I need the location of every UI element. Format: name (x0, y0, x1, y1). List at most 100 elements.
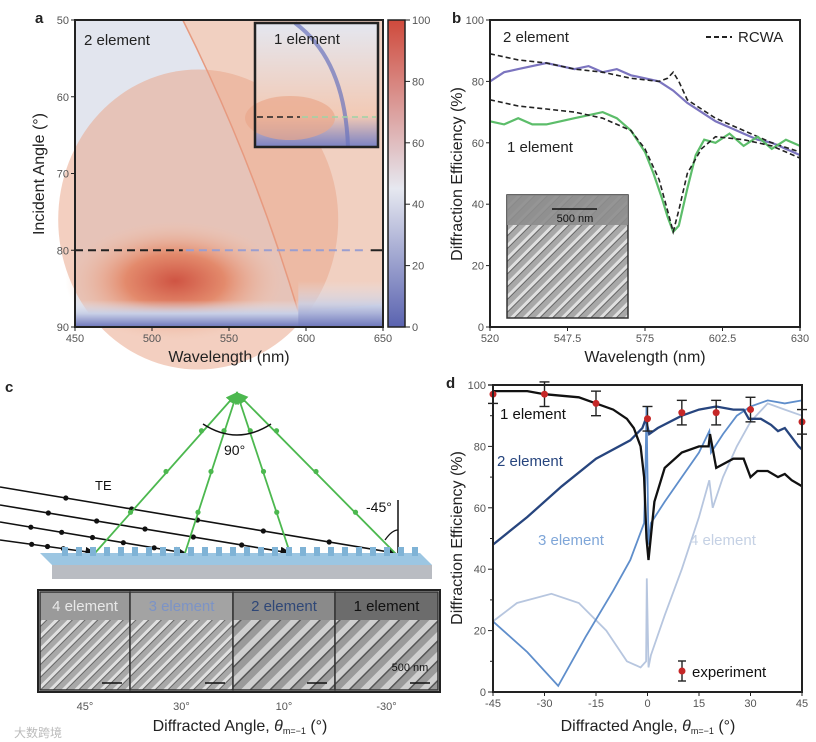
grating-ridge (258, 547, 264, 556)
ray-dot (151, 545, 157, 551)
legend-rcwa-label: RCWA (738, 29, 783, 46)
y-tick-label: 0 (478, 322, 484, 334)
x-tick-label: 550 (220, 333, 238, 345)
x-tick-label: 30 (744, 698, 756, 710)
sem-image-label: 1 element (354, 598, 421, 615)
y-tick-label: 60 (474, 503, 486, 515)
x-axis-label: Wavelength (nm) (168, 349, 289, 366)
y-tick-label: 80 (472, 76, 484, 88)
annotation-4-element: 4 element (690, 532, 757, 549)
annotation-2-element: 2 element (503, 29, 570, 46)
incident-angle-label: -45° (366, 499, 392, 515)
annotation-1-element: 1 element (500, 406, 567, 423)
grating-ridge (272, 547, 278, 556)
ray-dot-green (247, 428, 253, 434)
ray-dot (89, 534, 96, 541)
sem-image-header (233, 592, 335, 620)
ray-dot (94, 518, 100, 524)
substrate (52, 565, 432, 579)
experiment-point (644, 415, 651, 423)
grating-ridge (216, 547, 222, 556)
grating-ridge (412, 547, 418, 556)
ray-dot-green (352, 509, 359, 515)
x-tick-label: 630 (791, 333, 809, 345)
y-tick-label: 80 (57, 245, 69, 257)
colorbar-tick-label: 100 (412, 15, 430, 27)
colorbar (387, 19, 406, 328)
ray-dot (44, 543, 51, 550)
experiment-point (747, 406, 754, 414)
x-tick-label: 520 (481, 333, 499, 345)
sem-scale-label: 500 nm (392, 662, 429, 674)
x-tick-label: -15 (588, 698, 604, 710)
sem-image-frame (334, 591, 439, 691)
inset-curve (293, 21, 350, 148)
te-label: TE (95, 478, 112, 493)
grating-ridge (104, 547, 110, 556)
xlabel-prefix: Diffracted Angle, (561, 718, 683, 735)
panel-c-schematic: c 90° TE -45° 4 element 45° 3 element 30° 2 elem… (0, 379, 441, 736)
y-axis-label: Incident Angle (°) (31, 113, 48, 235)
xlabel-subscript: m=−1 (283, 726, 306, 736)
ray-dot-green (221, 428, 227, 434)
series-2-element (489, 61, 801, 157)
grating-ridge (160, 547, 166, 556)
series-3-element (492, 399, 803, 688)
experiment-point (541, 390, 548, 398)
ray-dot (326, 539, 332, 545)
grating-ridge (384, 547, 390, 556)
experiment-point (712, 409, 720, 417)
x-tick-label: 547.5 (554, 333, 582, 345)
sem-image-header (40, 592, 130, 620)
ray-dot-green (195, 509, 201, 515)
annotation-2-element: 2 element (497, 453, 564, 470)
ray-dot-green (208, 468, 214, 475)
panel-label-a: a (35, 10, 44, 27)
panel-d-line-chart: 1 element 2 element 3 element 4 element expe… (446, 375, 808, 736)
grating-ridge (132, 547, 138, 556)
y-tick-label: 100 (466, 15, 484, 27)
y-tick-label: 40 (474, 564, 486, 576)
annotation-1-element: 1 element (507, 139, 574, 156)
x-axis-label: Diffracted Angle, θm=−1 (°) (153, 718, 328, 736)
ray-dot (28, 524, 34, 530)
sem-image-label: 4 element (52, 598, 119, 615)
y-tick-label: 70 (57, 169, 69, 181)
x-tick-label: 600 (297, 333, 315, 345)
sem-image-header (335, 592, 438, 620)
sem-angle-label: 10° (276, 701, 293, 713)
ray-dot (45, 510, 51, 516)
colorbar-tick-label: 80 (412, 76, 424, 88)
colorbar-tick-label: 20 (412, 261, 424, 273)
annotation-2-element: 2 element (84, 32, 151, 49)
x-tick-label: -45 (485, 698, 501, 710)
ray-dot (260, 528, 266, 534)
y-axis-label: Diffraction Efficiency (%) (449, 451, 466, 625)
grating-ridge (398, 547, 404, 556)
experiment-point (678, 409, 686, 417)
sem-angle-label: -30° (376, 701, 396, 713)
xlabel-suffix: (°) (714, 718, 736, 735)
y-tick-label: 90 (57, 322, 69, 334)
grating-ridge (342, 547, 348, 556)
x-tick-label: 650 (374, 333, 392, 345)
y-tick-label: 50 (57, 15, 69, 27)
sem-image-2: 3 element (129, 591, 234, 691)
xlabel-symbol: θ (682, 718, 691, 735)
panel-label-c: c (5, 379, 13, 396)
panel-label-b: b (452, 10, 461, 27)
y-tick-label: 20 (474, 626, 486, 638)
heatmap-rayleigh-curve (182, 19, 300, 312)
series-2-element-rcwa (489, 53, 801, 153)
xlabel-subscript: m=−1 (691, 726, 714, 736)
panel-label-d: d (446, 375, 455, 392)
legend-experiment-label: experiment (692, 664, 767, 681)
grating-ridge (300, 547, 306, 556)
sem-image-header (130, 592, 233, 620)
x-tick-label: 500 (143, 333, 161, 345)
grating-ridge (314, 547, 320, 556)
legend-experiment-marker (678, 667, 686, 675)
ray-dot (29, 541, 35, 547)
grating-ridge (76, 547, 82, 556)
